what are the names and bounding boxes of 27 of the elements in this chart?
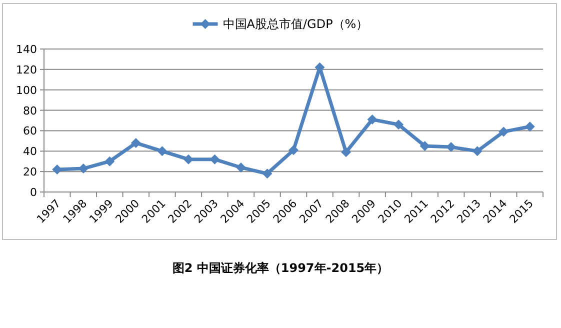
point — [498, 126, 509, 137]
y-tick-label: 0 — [30, 186, 37, 199]
point — [236, 162, 246, 172]
y-tick-label: 140 — [16, 43, 37, 56]
legend-label: 中国A股总市值/GDP（%） — [222, 17, 368, 31]
point — [341, 147, 352, 158]
point — [104, 156, 115, 166]
point — [130, 138, 141, 148]
point — [394, 120, 404, 130]
point — [183, 154, 194, 164]
point — [446, 142, 456, 152]
y-tick-label: 120 — [16, 63, 37, 76]
y-tick-label: 20 — [23, 166, 37, 179]
y-tick-label: 100 — [16, 84, 37, 97]
y-tick-label: 80 — [23, 104, 37, 118]
legend: 中国A股总市值/GDP（%） — [192, 17, 368, 31]
point — [210, 154, 220, 164]
point — [524, 122, 535, 132]
point — [472, 146, 482, 156]
text: 图2 中国证券化率（1997年-2015年） — [172, 261, 389, 275]
point — [420, 141, 430, 152]
y-tick-label: 40 — [23, 145, 37, 158]
point — [157, 146, 168, 156]
point — [262, 168, 272, 179]
y-tick-label: 60 — [23, 124, 37, 138]
point — [288, 145, 298, 156]
point — [367, 114, 378, 124]
